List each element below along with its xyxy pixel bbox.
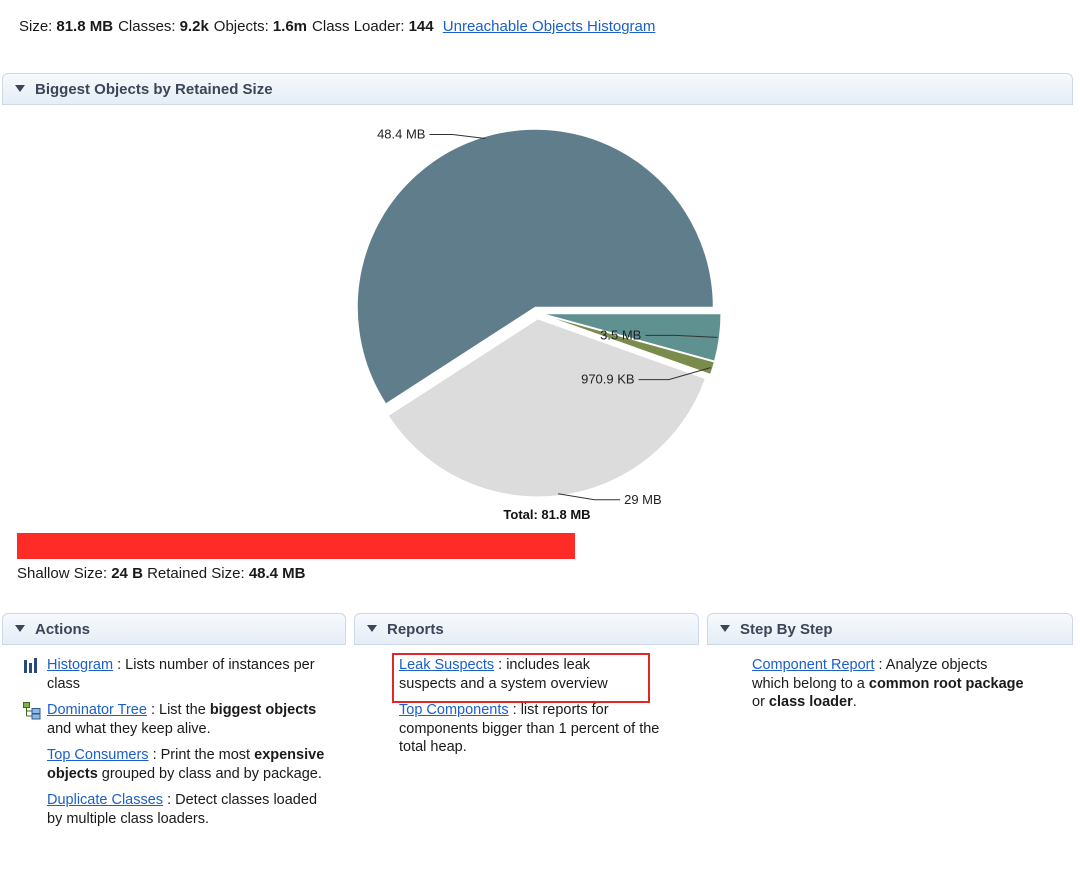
pie-leader-line <box>638 367 711 381</box>
leak-suspects-link[interactable]: Leak Suspects <box>399 657 495 673</box>
selected-object-sizes: Shallow Size: 24 B Retained Size: 48.4 M… <box>17 565 306 582</box>
reports-header[interactable]: Reports <box>354 613 699 645</box>
action-duplicate-classes: Duplicate Classes : Detect classes loade… <box>17 791 327 828</box>
action-top-consumers: Top Consumers : Print the most expensive… <box>17 746 327 783</box>
component-report-text-1: : Analyze objects which belong to a <box>752 657 988 692</box>
top-consumers-link[interactable]: Top Consumers <box>47 747 149 763</box>
step-by-step-title: Step By Step <box>740 620 833 638</box>
histogram-icon <box>24 658 37 673</box>
dominator-tree-bold: biggest objects <box>209 702 317 718</box>
leak-suspects-description: : includes leak suspects and a system ov… <box>399 657 608 692</box>
component-report-text-3: . <box>852 694 857 710</box>
actions-list: Histogram : Lists number of instances pe… <box>17 656 327 836</box>
pie-leader-line <box>645 334 718 338</box>
histogram-description: : Lists number of instances per class <box>47 657 315 692</box>
pie-slice[interactable] <box>387 318 707 498</box>
component-report-bold-1: common root package <box>868 675 1024 692</box>
action-dominator-tree: Dominator Tree : List the biggest object… <box>17 701 327 738</box>
pie-slice-label: 3.5 MB <box>600 327 641 342</box>
classes-value: 9.2k <box>179 18 209 35</box>
pie-total-label: Total: 81.8 MB <box>503 507 590 522</box>
component-report-text-2: or <box>752 694 769 710</box>
dominator-tree-icon <box>23 702 41 720</box>
top-components-link[interactable]: Top Components <box>399 702 509 718</box>
classes-label: Classes: <box>118 18 176 35</box>
pie-leader-line <box>429 133 486 139</box>
step-component-report: Component Report : Analyze objects which… <box>722 656 1027 712</box>
collapse-triangle-icon[interactable] <box>720 624 730 632</box>
retained-size-value: 48.4 MB <box>248 565 306 582</box>
duplicate-classes-link[interactable]: Duplicate Classes <box>47 792 164 808</box>
top-consumers-text-2: grouped by class and by package. <box>97 765 322 782</box>
shallow-size-label: Shallow Size: <box>17 565 108 582</box>
objects-label: Objects: <box>213 18 269 35</box>
retained-size-label: Retained Size: <box>147 565 245 582</box>
leak-suspects-highlight <box>392 653 650 703</box>
reports-title: Reports <box>387 620 444 638</box>
heap-summary: Size: 81.8 MB Classes: 9.2k Objects: 1.6m Clas… <box>19 18 655 35</box>
unreachable-objects-histogram-link[interactable]: Unreachable Objects Histogram <box>442 18 656 35</box>
pie-slice-label: 970.9 KB <box>581 372 635 387</box>
step-by-step-header[interactable]: Step By Step <box>707 613 1073 645</box>
top-consumers-text-1: : Print the most <box>148 747 255 763</box>
shallow-size-value: 24 B <box>111 565 143 582</box>
size-label: Size: <box>19 18 53 35</box>
biggest-objects-header[interactable]: Biggest Objects by Retained Size <box>2 73 1073 105</box>
dominator-tree-link[interactable]: Dominator Tree <box>47 702 147 718</box>
pie-chart-svg: 48.4 MB 29 MB 970.9 KB 3.5 MB Total: 81.8 MB <box>356 126 722 522</box>
pie-slice[interactable] <box>542 314 715 376</box>
component-report-bold-2: class loader <box>768 694 853 710</box>
top-consumers-bold: expensive objects <box>47 747 325 782</box>
pie-slice[interactable] <box>356 128 714 405</box>
reports-list: Leak Suspects : includes leak suspects a… <box>369 656 669 765</box>
action-histogram: Histogram : Lists number of instances pe… <box>17 656 327 693</box>
pie-leader-line <box>558 493 621 501</box>
retained-size-pie-chart: 48.4 MB 29 MB 970.9 KB 3.5 MB Total: 81.8 MB <box>0 105 1080 530</box>
pie-slice[interactable] <box>542 313 722 362</box>
component-report-link[interactable]: Component Report <box>752 657 875 673</box>
step-by-step-list: Component Report : Analyze objects which… <box>722 656 1024 720</box>
class-loader-label: Class Loader: <box>312 18 405 35</box>
redacted-object-name <box>17 533 575 559</box>
pie-slice-label: 29 MB <box>624 492 662 507</box>
report-top-components: Top Components : list reports for compon… <box>369 701 669 757</box>
top-components-description: : list reports for components bigger tha… <box>399 702 660 755</box>
actions-header[interactable]: Actions <box>2 613 346 645</box>
biggest-objects-title: Biggest Objects by Retained Size <box>35 80 273 98</box>
collapse-triangle-icon[interactable] <box>15 84 25 92</box>
dominator-tree-text-2: and what they keep alive. <box>47 720 211 737</box>
collapse-triangle-icon[interactable] <box>15 624 25 632</box>
pie-slice-label: 48.4 MB <box>377 126 425 141</box>
size-value: 81.8 MB <box>56 18 114 35</box>
duplicate-classes-description: : Detect classes loaded by multiple clas… <box>47 792 318 827</box>
objects-value: 1.6m <box>272 18 308 35</box>
histogram-link[interactable]: Histogram <box>47 657 114 673</box>
dominator-tree-text-1: : List the <box>146 702 210 718</box>
actions-title: Actions <box>35 620 91 638</box>
report-leak-suspects: Leak Suspects : includes leak suspects a… <box>369 656 635 693</box>
class-loader-value: 144 <box>408 18 434 35</box>
collapse-triangle-icon[interactable] <box>367 624 377 632</box>
